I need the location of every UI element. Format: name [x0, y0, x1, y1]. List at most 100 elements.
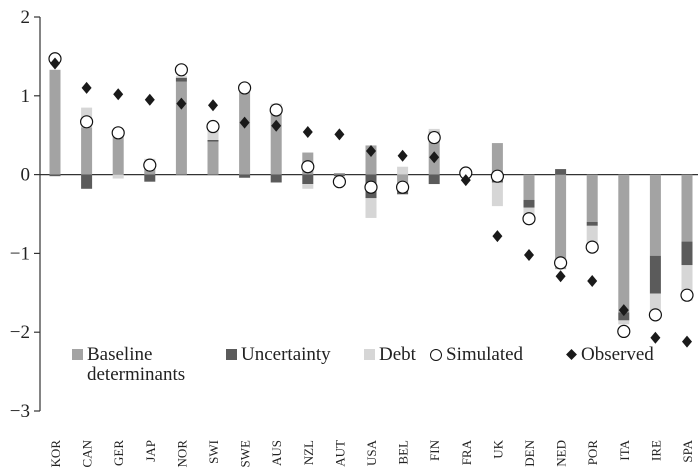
- x-tick-label: DEN: [522, 439, 537, 466]
- observed-marker: [302, 126, 313, 139]
- bar-segment: [207, 139, 219, 142]
- x-tick-label: CAN: [80, 439, 95, 467]
- x-tick-label: AUS: [269, 440, 284, 466]
- observed-marker: [429, 151, 440, 164]
- simulated-marker: [427, 130, 441, 145]
- bar-segment: [523, 174, 535, 200]
- simulated-marker: [301, 160, 315, 174]
- y-tick-label: −1: [10, 243, 30, 264]
- bar-segment: [175, 81, 187, 175]
- observed-marker: [239, 116, 250, 129]
- x-tick-label: NED: [554, 440, 569, 467]
- observed-marker: [176, 97, 187, 110]
- bar-segment: [175, 77, 187, 82]
- simulated-marker: [238, 81, 252, 95]
- observed-marker: [460, 174, 471, 187]
- legend-item: Simulated: [430, 345, 523, 365]
- bar-segment: [397, 166, 409, 175]
- bar-segment: [618, 174, 630, 313]
- legend-item: Observed: [566, 345, 654, 365]
- x-tick-label: ITA: [617, 439, 632, 460]
- bar-segment: [112, 174, 124, 179]
- bar-segment: [491, 182, 503, 207]
- x-tick-label: NOR: [174, 440, 189, 468]
- x-tick-label: FIN: [427, 439, 442, 461]
- x-tick-label: NZL: [301, 440, 316, 465]
- legend-label: Uncertainty: [241, 344, 331, 365]
- x-tick-label: JAP: [143, 440, 158, 462]
- bar-segment: [365, 198, 377, 218]
- x-tick-label: UK: [490, 439, 505, 458]
- x-tick-label: GER: [111, 440, 126, 466]
- simulated-marker: [111, 126, 125, 140]
- y-tick-label: 0: [21, 165, 31, 186]
- bar-segment: [618, 312, 630, 321]
- observed-marker: [492, 230, 503, 243]
- observed-marker: [366, 144, 376, 157]
- bar-segment: [302, 184, 314, 189]
- bar-segment: [81, 174, 93, 189]
- observed-marker: [650, 331, 661, 344]
- bar-segment: [49, 69, 61, 175]
- legend-label: Debt: [379, 344, 416, 365]
- bar-segment: [270, 107, 282, 175]
- bar-segment: [333, 173, 345, 175]
- legend-swatch: [364, 349, 375, 360]
- simulated-marker: [522, 212, 536, 226]
- bar-segment: [270, 174, 282, 183]
- bar-segment: [586, 225, 598, 250]
- simulated-marker: [585, 240, 599, 254]
- bar-segment: [302, 174, 314, 185]
- bar-segment: [555, 174, 567, 270]
- bar-segment: [239, 174, 251, 178]
- observed-marker: [682, 335, 692, 348]
- observed-marker: [587, 274, 598, 287]
- simulated-marker: [364, 180, 378, 194]
- simulated-marker: [269, 103, 283, 117]
- legend-item: Debt: [364, 345, 416, 365]
- simulated-marker: [206, 119, 220, 134]
- simulated-marker: [174, 63, 188, 77]
- x-tick-label: USA: [364, 439, 379, 466]
- bar-segment: [207, 126, 219, 140]
- observed-marker: [524, 248, 534, 261]
- bar-segment: [523, 207, 535, 216]
- bar-segment: [586, 174, 598, 222]
- bar-segment: [428, 174, 440, 185]
- observed-marker: [50, 57, 60, 70]
- legend-swatch: [566, 349, 577, 360]
- bar-segment: [144, 174, 156, 182]
- x-tick-label: IRE: [648, 440, 663, 461]
- legend-item: Baseline determinants: [72, 345, 222, 385]
- y-tick-label: 2: [21, 7, 31, 28]
- x-tick-label: POR: [585, 440, 600, 466]
- bar-segment: [523, 199, 535, 208]
- bar-segment: [365, 145, 377, 175]
- legend-swatch: [430, 349, 442, 361]
- x-tick-label: SWI: [206, 440, 221, 464]
- bar-segment: [649, 255, 661, 294]
- bar-segment: [239, 90, 251, 175]
- bar-segment: [428, 128, 440, 132]
- bar-segment: [112, 135, 124, 175]
- simulated-marker: [680, 288, 694, 302]
- bar-segment: [175, 76, 187, 78]
- observed-marker: [555, 270, 566, 283]
- bar-segment: [49, 174, 61, 177]
- bar-segment: [586, 221, 598, 226]
- legend-label: Baseline determinants: [87, 344, 186, 385]
- bar-segment: [649, 293, 661, 316]
- legend-label: Observed: [581, 344, 654, 365]
- observed-marker: [113, 88, 124, 101]
- legend-swatch: [226, 349, 237, 360]
- observed-marker: [397, 149, 408, 162]
- bar-segment: [681, 241, 693, 266]
- bar-segment: [681, 174, 693, 242]
- simulated-marker: [648, 308, 663, 322]
- observed-marker: [271, 119, 282, 132]
- bar-segment: [555, 169, 567, 175]
- y-tick-label: −3: [10, 401, 30, 422]
- legend-label: Simulated: [446, 344, 524, 365]
